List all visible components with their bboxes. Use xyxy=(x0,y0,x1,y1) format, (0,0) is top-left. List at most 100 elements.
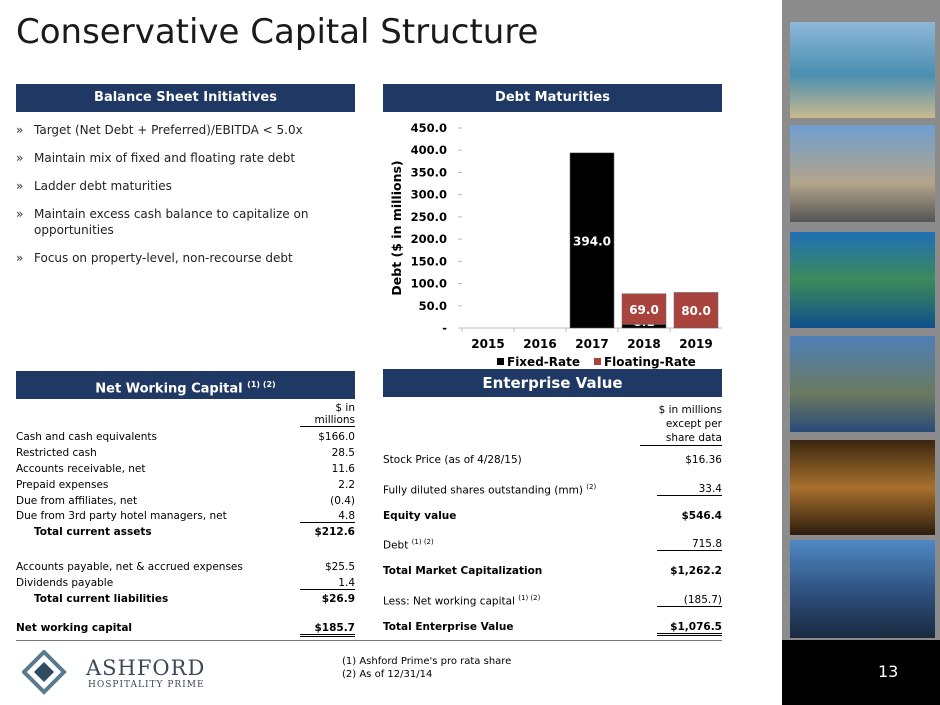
chart: - 50.0 100.0 150.0 200.0 250.0 300.0 350.0 400.0… xyxy=(389,121,722,369)
header-note: (1) (2) xyxy=(247,380,276,389)
bullet-marker: » xyxy=(16,123,24,137)
row-label: Total Market Capitalization xyxy=(383,565,542,577)
row-label: Accounts payable, net & accrued expenses xyxy=(16,561,243,573)
bar xyxy=(569,152,615,329)
column-header: $ in millions except per share data xyxy=(640,403,722,446)
section-header: Debt Maturities xyxy=(383,84,722,112)
row-label: Accounts receivable, net xyxy=(16,463,146,475)
logo-name: ASHFORD xyxy=(86,656,206,680)
row-value: 715.8 xyxy=(657,538,722,551)
row-value: 33.4 xyxy=(657,483,722,496)
footnote: (1) Ashford Prime's pro rata share xyxy=(342,656,512,667)
row-note: (1) (2) xyxy=(518,594,541,602)
row-label-text: Total Market Capitalization xyxy=(383,565,543,577)
page-footer: 13 xyxy=(782,640,940,705)
row-label: Due from affiliates, net xyxy=(16,495,138,507)
row-value: $1,076.5 xyxy=(657,621,722,636)
x-tick-label: 2018 xyxy=(627,337,660,351)
row-value: $212.6 xyxy=(314,526,355,538)
bullet-text: Maintain mix of fixed and floating rate … xyxy=(34,151,296,165)
photo xyxy=(790,232,935,328)
legend-swatch xyxy=(497,358,504,365)
row-value: $26.9 xyxy=(321,593,355,605)
y-tick-label: 350.0 xyxy=(411,165,447,179)
row-label: Dividends payable xyxy=(16,577,114,589)
photo xyxy=(790,125,935,222)
photo xyxy=(790,22,935,118)
footnote: (2) As of 12/31/14 xyxy=(342,669,433,680)
row-label: Due from 3rd party hotel managers, net xyxy=(16,510,227,522)
section-header: Net Working Capital (1) (2) xyxy=(16,371,355,399)
row-value: (185.7) xyxy=(657,594,722,607)
y-axis-label: Debt ($ in millions) xyxy=(389,160,404,295)
row-label: Debt (1) (2) xyxy=(383,538,434,552)
y-tick-label: 250.0 xyxy=(411,210,447,224)
page-number: 13 xyxy=(878,662,899,681)
section-header: Balance Sheet Initiatives xyxy=(16,84,355,112)
row-label-text: Total Enterprise Value xyxy=(383,621,514,633)
row-label-text: Fully diluted shares outstanding (mm) xyxy=(383,484,583,497)
legend-swatch xyxy=(593,358,601,365)
logo-tagline: HOSPITALITY PRIME xyxy=(88,680,205,690)
x-tick-label: 2019 xyxy=(679,337,712,351)
row-label: Cash and cash equivalents xyxy=(16,431,157,443)
y-tick-label: 100.0 xyxy=(411,277,447,291)
row-label-text: Debt xyxy=(383,539,409,552)
y-tick-label: 400.0 xyxy=(411,143,447,157)
row-label: Restricted cash xyxy=(16,447,97,459)
logo-mark xyxy=(22,650,67,695)
y-tick-label: 50.0 xyxy=(419,299,447,313)
bullet-marker: » xyxy=(16,251,24,265)
row-value: 1.4 xyxy=(300,577,355,590)
bullet: » Ladder debt maturities xyxy=(16,178,336,194)
row-label: Fully diluted shares outstanding (mm) (2… xyxy=(383,483,596,497)
row-value: $16.36 xyxy=(685,454,722,466)
y-tick-label: - xyxy=(442,321,447,335)
divider xyxy=(16,640,722,641)
row-label-text: Stock Price (as of 4/28/15) xyxy=(383,454,522,466)
row-value: 4.8 xyxy=(300,510,355,523)
row-label: Stock Price (as of 4/28/15) xyxy=(383,454,522,466)
bullet-text: Target (Net Debt + Preferred)/EBITDA < 5… xyxy=(34,123,303,137)
row-value: $546.4 xyxy=(681,510,722,522)
bullet-text: Ladder debt maturities xyxy=(34,179,172,193)
x-tick-label: 2015 xyxy=(471,337,504,351)
row-note: (1) (2) xyxy=(411,538,434,546)
x-tick-label: 2017 xyxy=(575,337,608,351)
slide-title: Conservative Capital Structure xyxy=(16,12,539,52)
row-value: 11.6 xyxy=(331,463,355,475)
bullet-marker: » xyxy=(16,207,24,221)
logo-diamond xyxy=(34,662,54,682)
photo xyxy=(790,440,935,535)
value-label: 69.0 xyxy=(629,303,659,317)
y-tick-label: 150.0 xyxy=(411,254,447,268)
row-label: Total Enterprise Value xyxy=(383,621,513,633)
value-label: 394.0 xyxy=(573,234,611,248)
bullet: » Focus on property-level, non-recourse d… xyxy=(16,250,336,266)
row-label: Total current liabilities xyxy=(34,593,169,605)
row-value: $1,262.2 xyxy=(670,565,722,577)
bullet-marker: » xyxy=(16,151,24,165)
value-label: 80.0 xyxy=(681,304,711,318)
y-tick-label: 450.0 xyxy=(411,121,447,135)
row-value: $185.7 xyxy=(300,622,355,637)
bullet: » Maintain excess cash balance to capital… xyxy=(16,206,336,238)
y-tick-label: 300.0 xyxy=(411,188,447,202)
row-label: Equity value xyxy=(383,510,456,522)
row-label: Less: Net working capital (1) (2) xyxy=(383,594,540,608)
bullet-marker: » xyxy=(16,179,24,193)
y-tick-label: 200.0 xyxy=(411,232,447,246)
row-label-text: Equity value xyxy=(383,510,457,522)
row-label: Prepaid expenses xyxy=(16,479,109,491)
row-value: (0.4) xyxy=(330,495,355,507)
bullet: » Target (Net Debt + Preferred)/EBITDA < … xyxy=(16,122,336,138)
row-value: 2.2 xyxy=(338,479,355,491)
row-note: (2) xyxy=(586,483,597,491)
bullet-list: » Target (Net Debt + Preferred)/EBITDA < … xyxy=(16,122,336,278)
photo xyxy=(790,540,935,638)
row-value: $166.0 xyxy=(318,431,355,443)
logo-diamond xyxy=(22,650,67,695)
row-label: Net working capital xyxy=(16,622,133,634)
bar xyxy=(673,292,719,329)
